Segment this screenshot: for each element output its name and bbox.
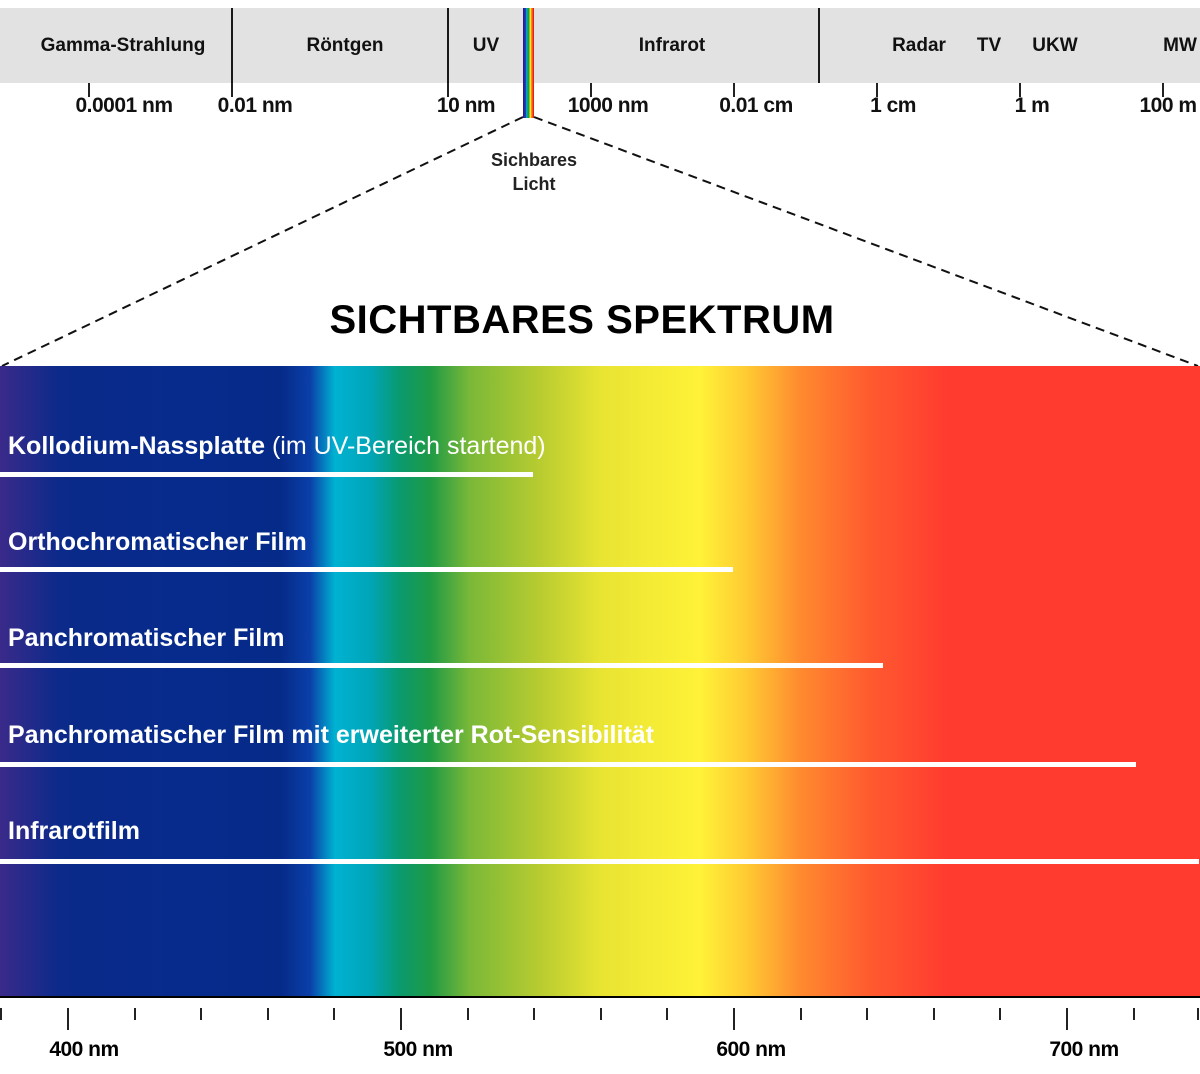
spectrum-title: SICHTBARES SPEKTRUM xyxy=(329,298,835,342)
film-label-panchromatic: Panchromatischer Film xyxy=(8,624,284,653)
axis-tick xyxy=(333,1008,335,1020)
zoom-line-left xyxy=(1,116,524,367)
scale-label-3: 1000 nm xyxy=(567,94,649,117)
wavelength-axis-line xyxy=(0,996,1200,998)
scale-tick xyxy=(876,83,878,97)
scale-tick xyxy=(231,83,233,97)
region-gamma: Gamma-Strahlung xyxy=(40,35,206,56)
region-xray: Röntgen xyxy=(306,35,384,56)
axis-label-400: 400 nm xyxy=(49,1038,119,1061)
sensitivity-bar-orthochromatic xyxy=(0,567,733,572)
axis-tick xyxy=(999,1008,1001,1020)
region-separator xyxy=(818,8,820,83)
axis-tick xyxy=(0,1008,2,1020)
film-label-orthochromatic: Orthochromatischer Film xyxy=(8,528,307,557)
scale-label-1: 0.01 nm xyxy=(217,94,293,117)
visible-spectrum: Kollodium-Nassplatte (im UV-Bereich star… xyxy=(0,366,1200,997)
film-name: Orthochromatischer Film xyxy=(8,528,307,556)
axis-label-500: 500 nm xyxy=(383,1038,453,1061)
axis-tick xyxy=(1066,1008,1068,1030)
film-label-collodion: Kollodium-Nassplatte (im UV-Bereich star… xyxy=(8,432,546,461)
visible-light-label: Sichbares Licht xyxy=(464,148,604,196)
axis-tick xyxy=(467,1008,469,1020)
visible-light-strip xyxy=(523,8,534,118)
axis-tick xyxy=(666,1008,668,1020)
region-tv: TV xyxy=(976,35,1002,56)
visible-light-label-line1: Sichbares xyxy=(490,150,578,170)
sensitivity-bar-panchromatic xyxy=(0,663,883,668)
sensitivity-bar-panchromatic-red xyxy=(0,762,1136,767)
axis-tick xyxy=(1133,1008,1135,1020)
region-uv: UV xyxy=(472,35,500,56)
scale-tick xyxy=(590,83,592,97)
film-note: (im UV-Bereich startend) xyxy=(271,432,546,460)
visible-light-label-line2: Licht xyxy=(512,174,556,194)
scale-label-7: 100 m xyxy=(1139,94,1197,117)
axis-tick xyxy=(134,1008,136,1020)
region-mw: MW xyxy=(1163,35,1197,56)
axis-tick xyxy=(733,1008,735,1030)
zoom-line-right xyxy=(533,116,1199,367)
axis-tick xyxy=(533,1008,535,1020)
scale-label-2: 10 nm xyxy=(436,94,496,117)
axis-tick xyxy=(67,1008,69,1030)
electromagnetic-band: Gamma-Strahlung Röntgen UV Infrarot Rada… xyxy=(0,8,1200,118)
film-name: Infrarotfilm xyxy=(8,817,140,845)
axis-label-700: 700 nm xyxy=(1049,1038,1119,1061)
scale-tick xyxy=(88,83,90,97)
region-separator xyxy=(231,8,233,83)
scale-tick xyxy=(1019,83,1021,97)
scale-label-6: 1 m xyxy=(1014,94,1050,117)
axis-tick xyxy=(200,1008,202,1020)
film-name: Kollodium-Nassplatte xyxy=(8,432,265,460)
axis-tick xyxy=(1197,1008,1199,1020)
scale-tick xyxy=(1162,83,1164,97)
scale-label-0: 0.0001 nm xyxy=(75,94,173,117)
axis-tick xyxy=(600,1008,602,1020)
film-label-infrared: Infrarotfilm xyxy=(8,817,140,846)
film-name: Panchromatischer Film mit erweiterter Ro… xyxy=(8,721,654,749)
zoom-guide-lines xyxy=(1,116,1199,367)
scale-label-4: 0.01 cm xyxy=(719,94,793,117)
scale-tick xyxy=(733,83,735,97)
scale-label-5: 1 cm xyxy=(870,94,916,117)
axis-tick xyxy=(267,1008,269,1020)
axis-tick xyxy=(866,1008,868,1020)
axis-label-600: 600 nm xyxy=(716,1038,786,1061)
film-label-panchromatic-red: Panchromatischer Film mit erweiterter Ro… xyxy=(8,721,654,750)
scale-tick xyxy=(447,83,449,97)
sensitivity-bar-infrared xyxy=(0,859,1200,864)
axis-tick xyxy=(800,1008,802,1020)
axis-tick xyxy=(933,1008,935,1020)
region-radar: Radar xyxy=(892,35,946,56)
axis-tick xyxy=(400,1008,402,1030)
sensitivity-bar-collodion xyxy=(0,472,534,477)
region-infrared: Infrarot xyxy=(638,35,706,56)
film-name: Panchromatischer Film xyxy=(8,624,285,652)
region-separator xyxy=(447,8,449,83)
region-ukw: UKW xyxy=(1032,35,1078,56)
